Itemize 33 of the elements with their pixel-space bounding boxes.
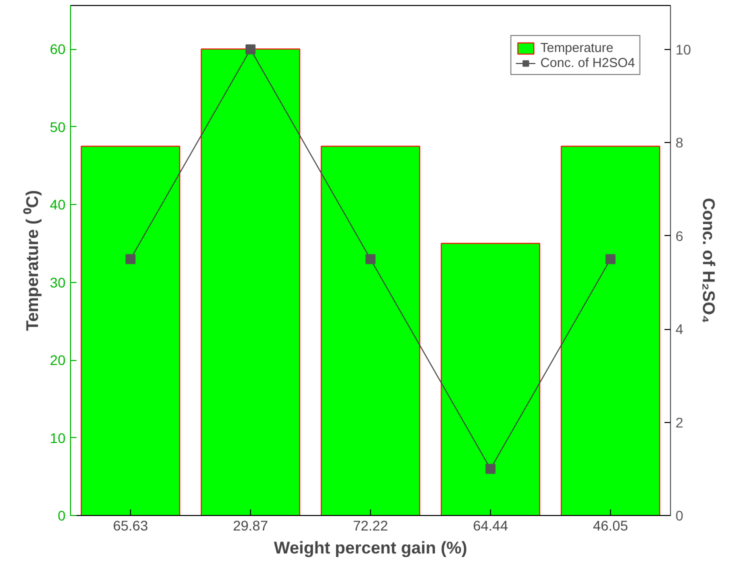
y-tick-label: 0 <box>58 508 66 524</box>
y-tick-label: 10 <box>50 430 66 446</box>
y2-tick-label: 6 <box>676 228 684 244</box>
x-tick-label: 72.22 <box>352 518 388 534</box>
y-tick-label: 40 <box>50 196 66 213</box>
y2-tick-label: 0 <box>676 508 684 524</box>
bar <box>200 48 300 516</box>
x-axis-title: Weight percent gain (%) <box>274 538 468 558</box>
bar <box>560 146 660 516</box>
y2-tick-label: 4 <box>676 321 684 338</box>
y-tick-label: 30 <box>50 274 66 290</box>
y-tick-label: 50 <box>50 118 66 135</box>
point <box>486 464 496 474</box>
y-tick-label: 60 <box>50 41 66 58</box>
x-tick-label: 64.44 <box>472 518 508 534</box>
bar <box>320 146 420 516</box>
y2-axis-title: Conc. of H₂SO₄ <box>699 198 718 324</box>
y-tick-label: 20 <box>50 352 66 368</box>
legend-label: Temperature <box>540 40 614 55</box>
point <box>126 254 136 264</box>
x-tick-label: 46.05 <box>592 518 628 534</box>
point <box>606 254 616 264</box>
y2-tick-label: 8 <box>676 134 684 151</box>
x-tick-label: 29.87 <box>232 518 268 534</box>
y2-tick-label: 2 <box>676 414 684 430</box>
y2-tick-label: 10 <box>676 41 692 58</box>
legend-label: Conc. of H2SO4 <box>540 55 635 70</box>
point <box>366 254 376 264</box>
y-axis-title: Temperature ( ⁰C) <box>22 190 42 331</box>
bar <box>440 242 540 516</box>
bar <box>80 146 180 516</box>
point <box>246 44 256 54</box>
x-tick-label: 65.63 <box>112 518 148 534</box>
